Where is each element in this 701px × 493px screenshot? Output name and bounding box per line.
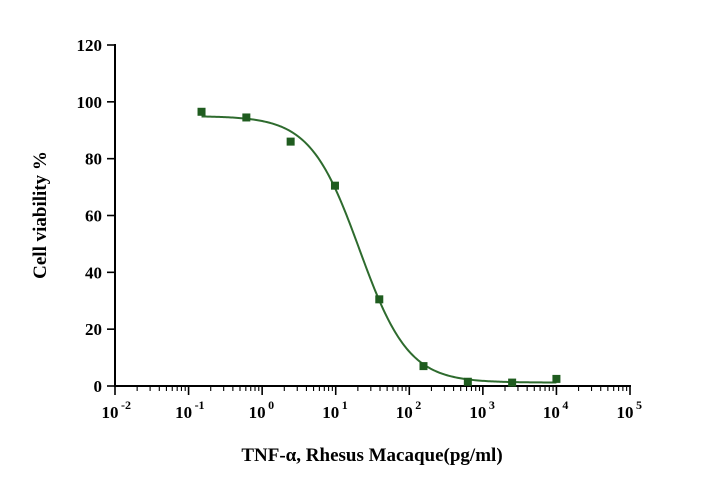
x-tick-label: 10: [543, 403, 560, 422]
data-point: [552, 374, 561, 383]
x-tick-exponent: 1: [342, 398, 348, 412]
x-tick-label: 10: [396, 403, 413, 422]
data-point: [330, 181, 339, 190]
x-tick-exponent: -1: [195, 398, 205, 412]
y-tick-label: 120: [77, 36, 103, 55]
data-point: [375, 295, 384, 304]
fit-curve: [201, 115, 557, 384]
data-point: [463, 377, 472, 386]
fit-curve-group: [201, 115, 557, 384]
data-point: [197, 107, 206, 116]
x-tick-exponent: 4: [562, 398, 568, 412]
data-points: [197, 107, 561, 387]
data-point: [419, 362, 428, 371]
x-tick-exponent: 3: [489, 398, 495, 412]
x-tick-label: 10: [469, 403, 486, 422]
x-tick-label: 10: [102, 403, 119, 422]
x-axis-title: TNF-α, Rhesus Macaque(pg/ml): [241, 445, 502, 466]
y-tick-label: 20: [85, 320, 102, 339]
x-tick-exponent: 5: [636, 398, 642, 412]
y-tick-label: 80: [85, 150, 102, 169]
y-axis-title: Cell viability %: [30, 151, 51, 279]
x-tick-label: 10: [175, 403, 192, 422]
y-tick-label: 60: [85, 207, 102, 226]
y-tick-label: 40: [85, 263, 102, 282]
x-tick-exponent: -2: [121, 398, 131, 412]
data-point: [286, 137, 295, 146]
data-point: [242, 113, 251, 122]
x-tick-label: 10: [249, 403, 266, 422]
x-tick-exponent: 2: [415, 398, 421, 412]
x-axis: 10 -2 10 -1 10 0 10 1 10 2 10 3 10 4 10 5: [102, 385, 642, 422]
x-tick-label: 10: [322, 403, 339, 422]
y-axis: 0 20 40 60 80 100 120: [77, 36, 116, 396]
y-tick-label: 0: [94, 377, 103, 396]
x-tick-label: 10: [617, 403, 634, 422]
y-tick-label: 100: [77, 93, 103, 112]
data-point: [508, 378, 517, 387]
x-tick-exponent: 0: [268, 398, 274, 412]
